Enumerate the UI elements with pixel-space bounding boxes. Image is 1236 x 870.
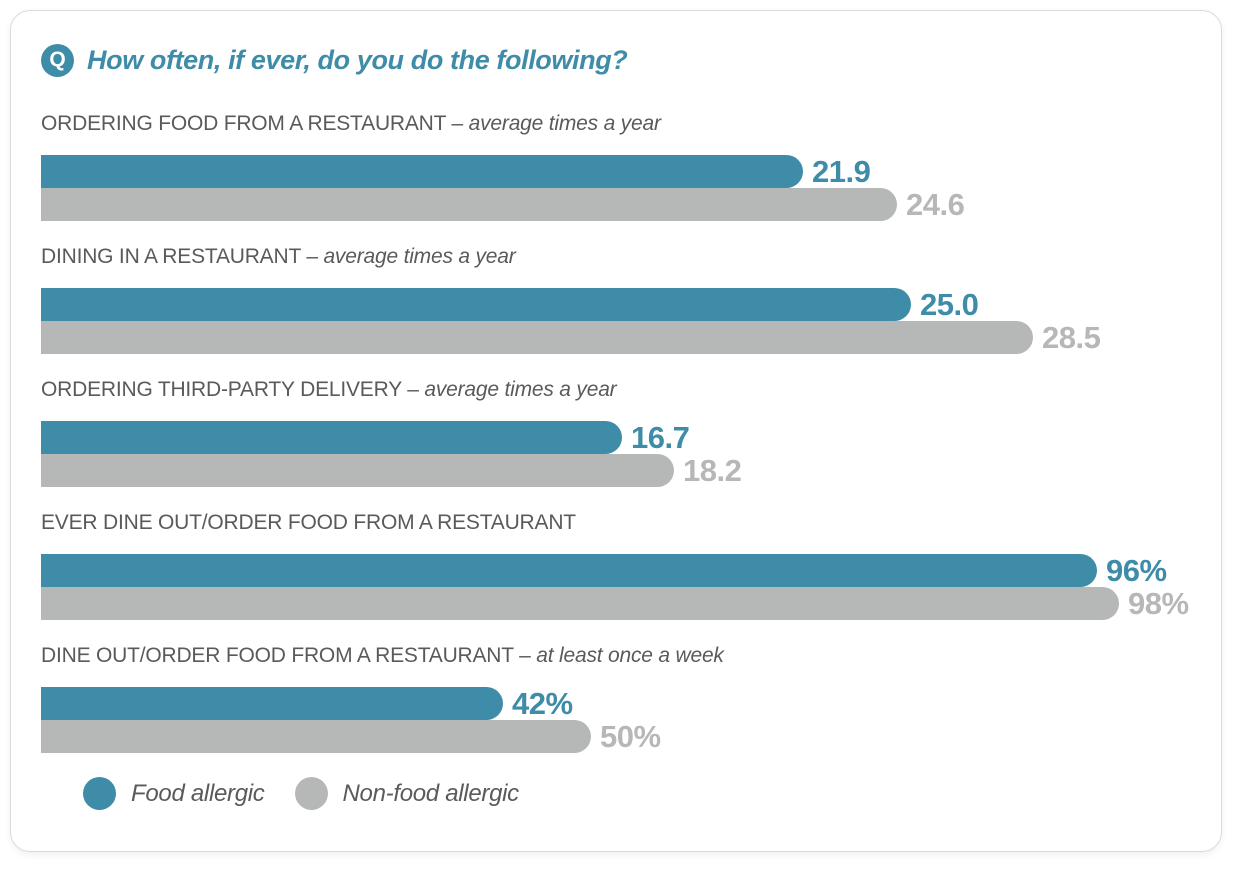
legend-item-non-food-allergic: Non-food allergic [294, 777, 520, 810]
bar-non-food-allergic [41, 188, 897, 221]
chart-group: ORDERING FOOD FROM A RESTAURANT – averag… [41, 111, 1191, 221]
bar-value-food-allergic: 21.9 [812, 154, 871, 189]
bar-pair: 25.0 28.5 [41, 288, 1191, 354]
bar-chart: ORDERING FOOD FROM A RESTAURANT – averag… [41, 111, 1191, 753]
bar-row-food-allergic: 21.9 [41, 155, 1191, 188]
bar-non-food-allergic [41, 587, 1119, 620]
bar-value-non-food-allergic: 28.5 [1042, 320, 1101, 355]
bar-pair: 42% 50% [41, 687, 1191, 753]
group-label-text: DINING IN A RESTAURANT [41, 245, 301, 268]
group-label-text: EVER DINE OUT/ORDER FOOD FROM A RESTAURA… [41, 511, 576, 534]
bar-pair: 16.7 18.2 [41, 421, 1191, 487]
non-food-allergic-swatch-icon [294, 777, 328, 810]
bar-value-food-allergic: 16.7 [631, 420, 690, 455]
bar-food-allergic [41, 288, 911, 321]
chart-group: DINE OUT/ORDER FOOD FROM A RESTAURANT – … [41, 643, 1191, 753]
group-label-qualifier: average times a year [323, 245, 516, 268]
legend-label-non-food-allergic: Non-food allergic [342, 779, 520, 807]
group-label-text: ORDERING FOOD FROM A RESTAURANT [41, 112, 446, 135]
group-label-text: DINE OUT/ORDER FOOD FROM A RESTAURANT [41, 644, 514, 667]
chart-group: EVER DINE OUT/ORDER FOOD FROM A RESTAURA… [41, 510, 1191, 620]
bar-row-food-allergic: 42% [41, 687, 1191, 720]
group-label: ORDERING FOOD FROM A RESTAURANT – averag… [41, 111, 1191, 137]
question-badge-icon: Q [41, 43, 74, 77]
bar-row-non-food-allergic: 98% [41, 587, 1191, 620]
bar-value-non-food-allergic: 98% [1128, 586, 1189, 621]
legend: Food allergic Non-food allergic [41, 777, 1191, 810]
group-label-separator: – [300, 245, 324, 268]
bar-non-food-allergic [41, 720, 591, 753]
food-allergic-swatch-icon [83, 777, 116, 810]
group-label-separator: – [445, 112, 469, 135]
bar-value-non-food-allergic: 24.6 [906, 187, 965, 222]
bar-row-food-allergic: 16.7 [41, 421, 1191, 454]
bar-row-non-food-allergic: 50% [41, 720, 1191, 753]
group-label-qualifier: at least once a week [536, 644, 724, 667]
bar-non-food-allergic [41, 454, 674, 487]
legend-item-food-allergic: Food allergic [83, 777, 265, 810]
question-title-row: Q How often, if ever, do you do the foll… [41, 43, 1191, 77]
question-title: How often, if ever, do you do the follow… [87, 44, 628, 75]
bar-value-food-allergic: 25.0 [920, 287, 979, 322]
group-label: ORDERING THIRD-PARTY DELIVERY – average … [41, 377, 1191, 403]
bar-row-food-allergic: 96% [41, 554, 1191, 587]
group-label-separator: – [513, 644, 537, 667]
bar-pair: 21.9 24.6 [41, 155, 1191, 221]
bar-row-food-allergic: 25.0 [41, 288, 1191, 321]
group-label: DINE OUT/ORDER FOOD FROM A RESTAURANT – … [41, 643, 1191, 669]
question-badge-letter: Q [49, 47, 66, 71]
chart-card: Q How often, if ever, do you do the foll… [10, 10, 1222, 852]
bar-food-allergic [41, 421, 622, 454]
bar-food-allergic [41, 155, 803, 188]
bar-pair: 96% 98% [41, 554, 1191, 620]
bar-row-non-food-allergic: 24.6 [41, 188, 1191, 221]
chart-group: ORDERING THIRD-PARTY DELIVERY – average … [41, 377, 1191, 487]
bar-food-allergic [41, 687, 503, 720]
bar-value-non-food-allergic: 50% [600, 719, 661, 754]
bar-value-food-allergic: 96% [1106, 553, 1167, 588]
bar-value-food-allergic: 42% [512, 686, 573, 721]
group-label-text: ORDERING THIRD-PARTY DELIVERY [41, 378, 402, 401]
group-label-qualifier: average times a year [468, 112, 661, 135]
bar-food-allergic [41, 554, 1097, 587]
group-label: EVER DINE OUT/ORDER FOOD FROM A RESTAURA… [41, 510, 1191, 536]
legend-label-food-allergic: Food allergic [131, 779, 265, 807]
group-label-separator: – [401, 378, 425, 401]
bar-non-food-allergic [41, 321, 1033, 354]
group-label-qualifier: average times a year [424, 378, 617, 401]
group-label: DINING IN A RESTAURANT – average times a… [41, 244, 1191, 270]
bar-row-non-food-allergic: 18.2 [41, 454, 1191, 487]
bar-value-non-food-allergic: 18.2 [683, 453, 742, 488]
chart-group: DINING IN A RESTAURANT – average times a… [41, 244, 1191, 354]
bar-row-non-food-allergic: 28.5 [41, 321, 1191, 354]
